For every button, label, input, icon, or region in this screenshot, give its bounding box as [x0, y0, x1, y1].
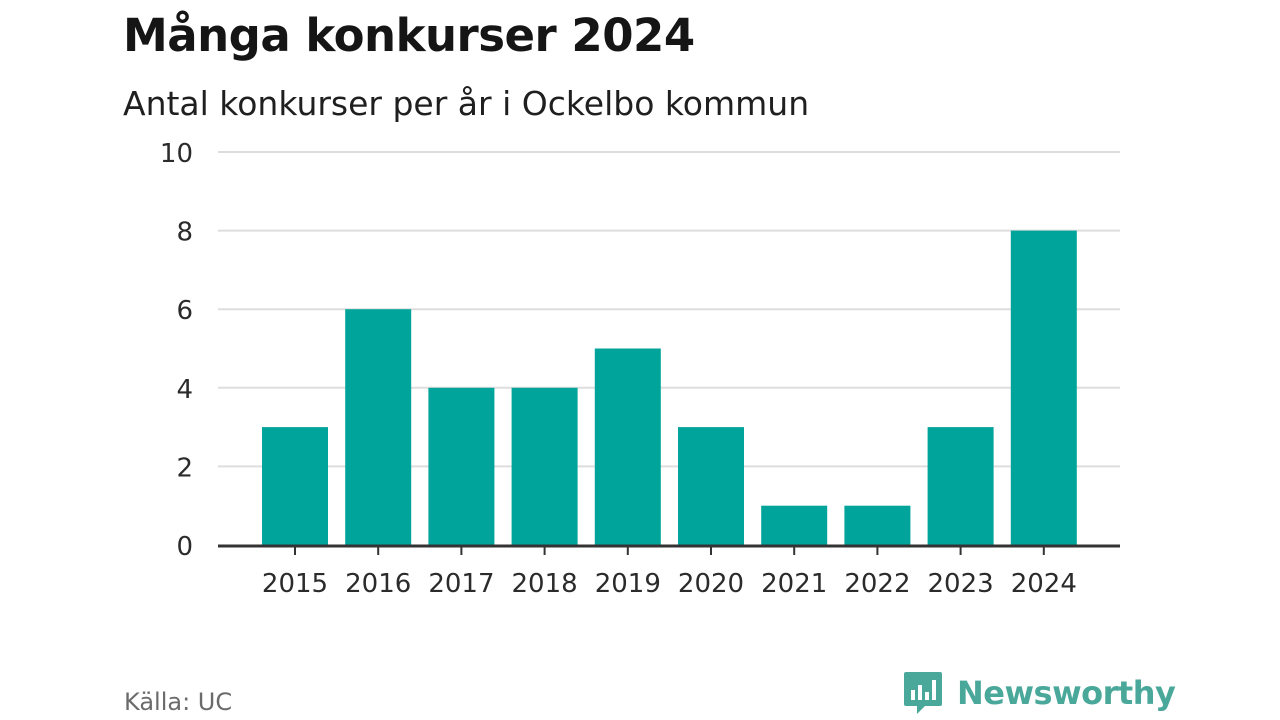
y-tick-label: 6 [176, 296, 193, 326]
bar-2018 [511, 387, 578, 545]
x-axis-ticks: 2015 2016 2017 2018 2019 2020 2021 2022 2023 2024 [262, 547, 1077, 599]
y-tick-label: 0 [176, 532, 193, 562]
x-tick-label: 2024 [1011, 569, 1077, 599]
bar-2015 [262, 427, 328, 545]
y-tick-label: 10 [160, 139, 193, 169]
y-axis-ticks: 0 2 4 6 8 10 [160, 139, 193, 562]
bar-2023 [927, 427, 994, 545]
bar-2016 [345, 309, 412, 545]
chart-title: Många konkurser 2024 [123, 9, 695, 62]
bar-2024 [1010, 230, 1077, 545]
source-note: Källa: UC [124, 688, 233, 716]
bar-2017 [428, 387, 495, 545]
y-tick-label: 4 [176, 375, 193, 405]
brand-name: Newsworthy [957, 674, 1176, 712]
bar-2020 [678, 427, 744, 545]
chart-subtitle: Antal konkurser per år i Ockelbo kommun [123, 84, 810, 123]
y-tick-label: 2 [176, 453, 193, 483]
x-tick-label: 2019 [595, 569, 661, 599]
bar-2021 [761, 505, 828, 545]
x-tick-label: 2020 [678, 569, 744, 599]
x-tick-label: 2016 [345, 569, 411, 599]
x-tick-label: 2018 [512, 569, 578, 599]
x-tick-label: 2015 [262, 569, 328, 599]
x-tick-label: 2021 [761, 569, 827, 599]
bar-2019 [594, 348, 661, 545]
newsworthy-logo-icon [904, 672, 942, 714]
x-tick-label: 2023 [928, 569, 994, 599]
bar-2022 [844, 505, 911, 545]
brand-logo: Newsworthy [903, 670, 1176, 716]
x-tick-label: 2017 [428, 569, 494, 599]
x-tick-label: 2022 [844, 569, 910, 599]
bars [262, 230, 1077, 545]
y-tick-label: 8 [176, 218, 193, 248]
